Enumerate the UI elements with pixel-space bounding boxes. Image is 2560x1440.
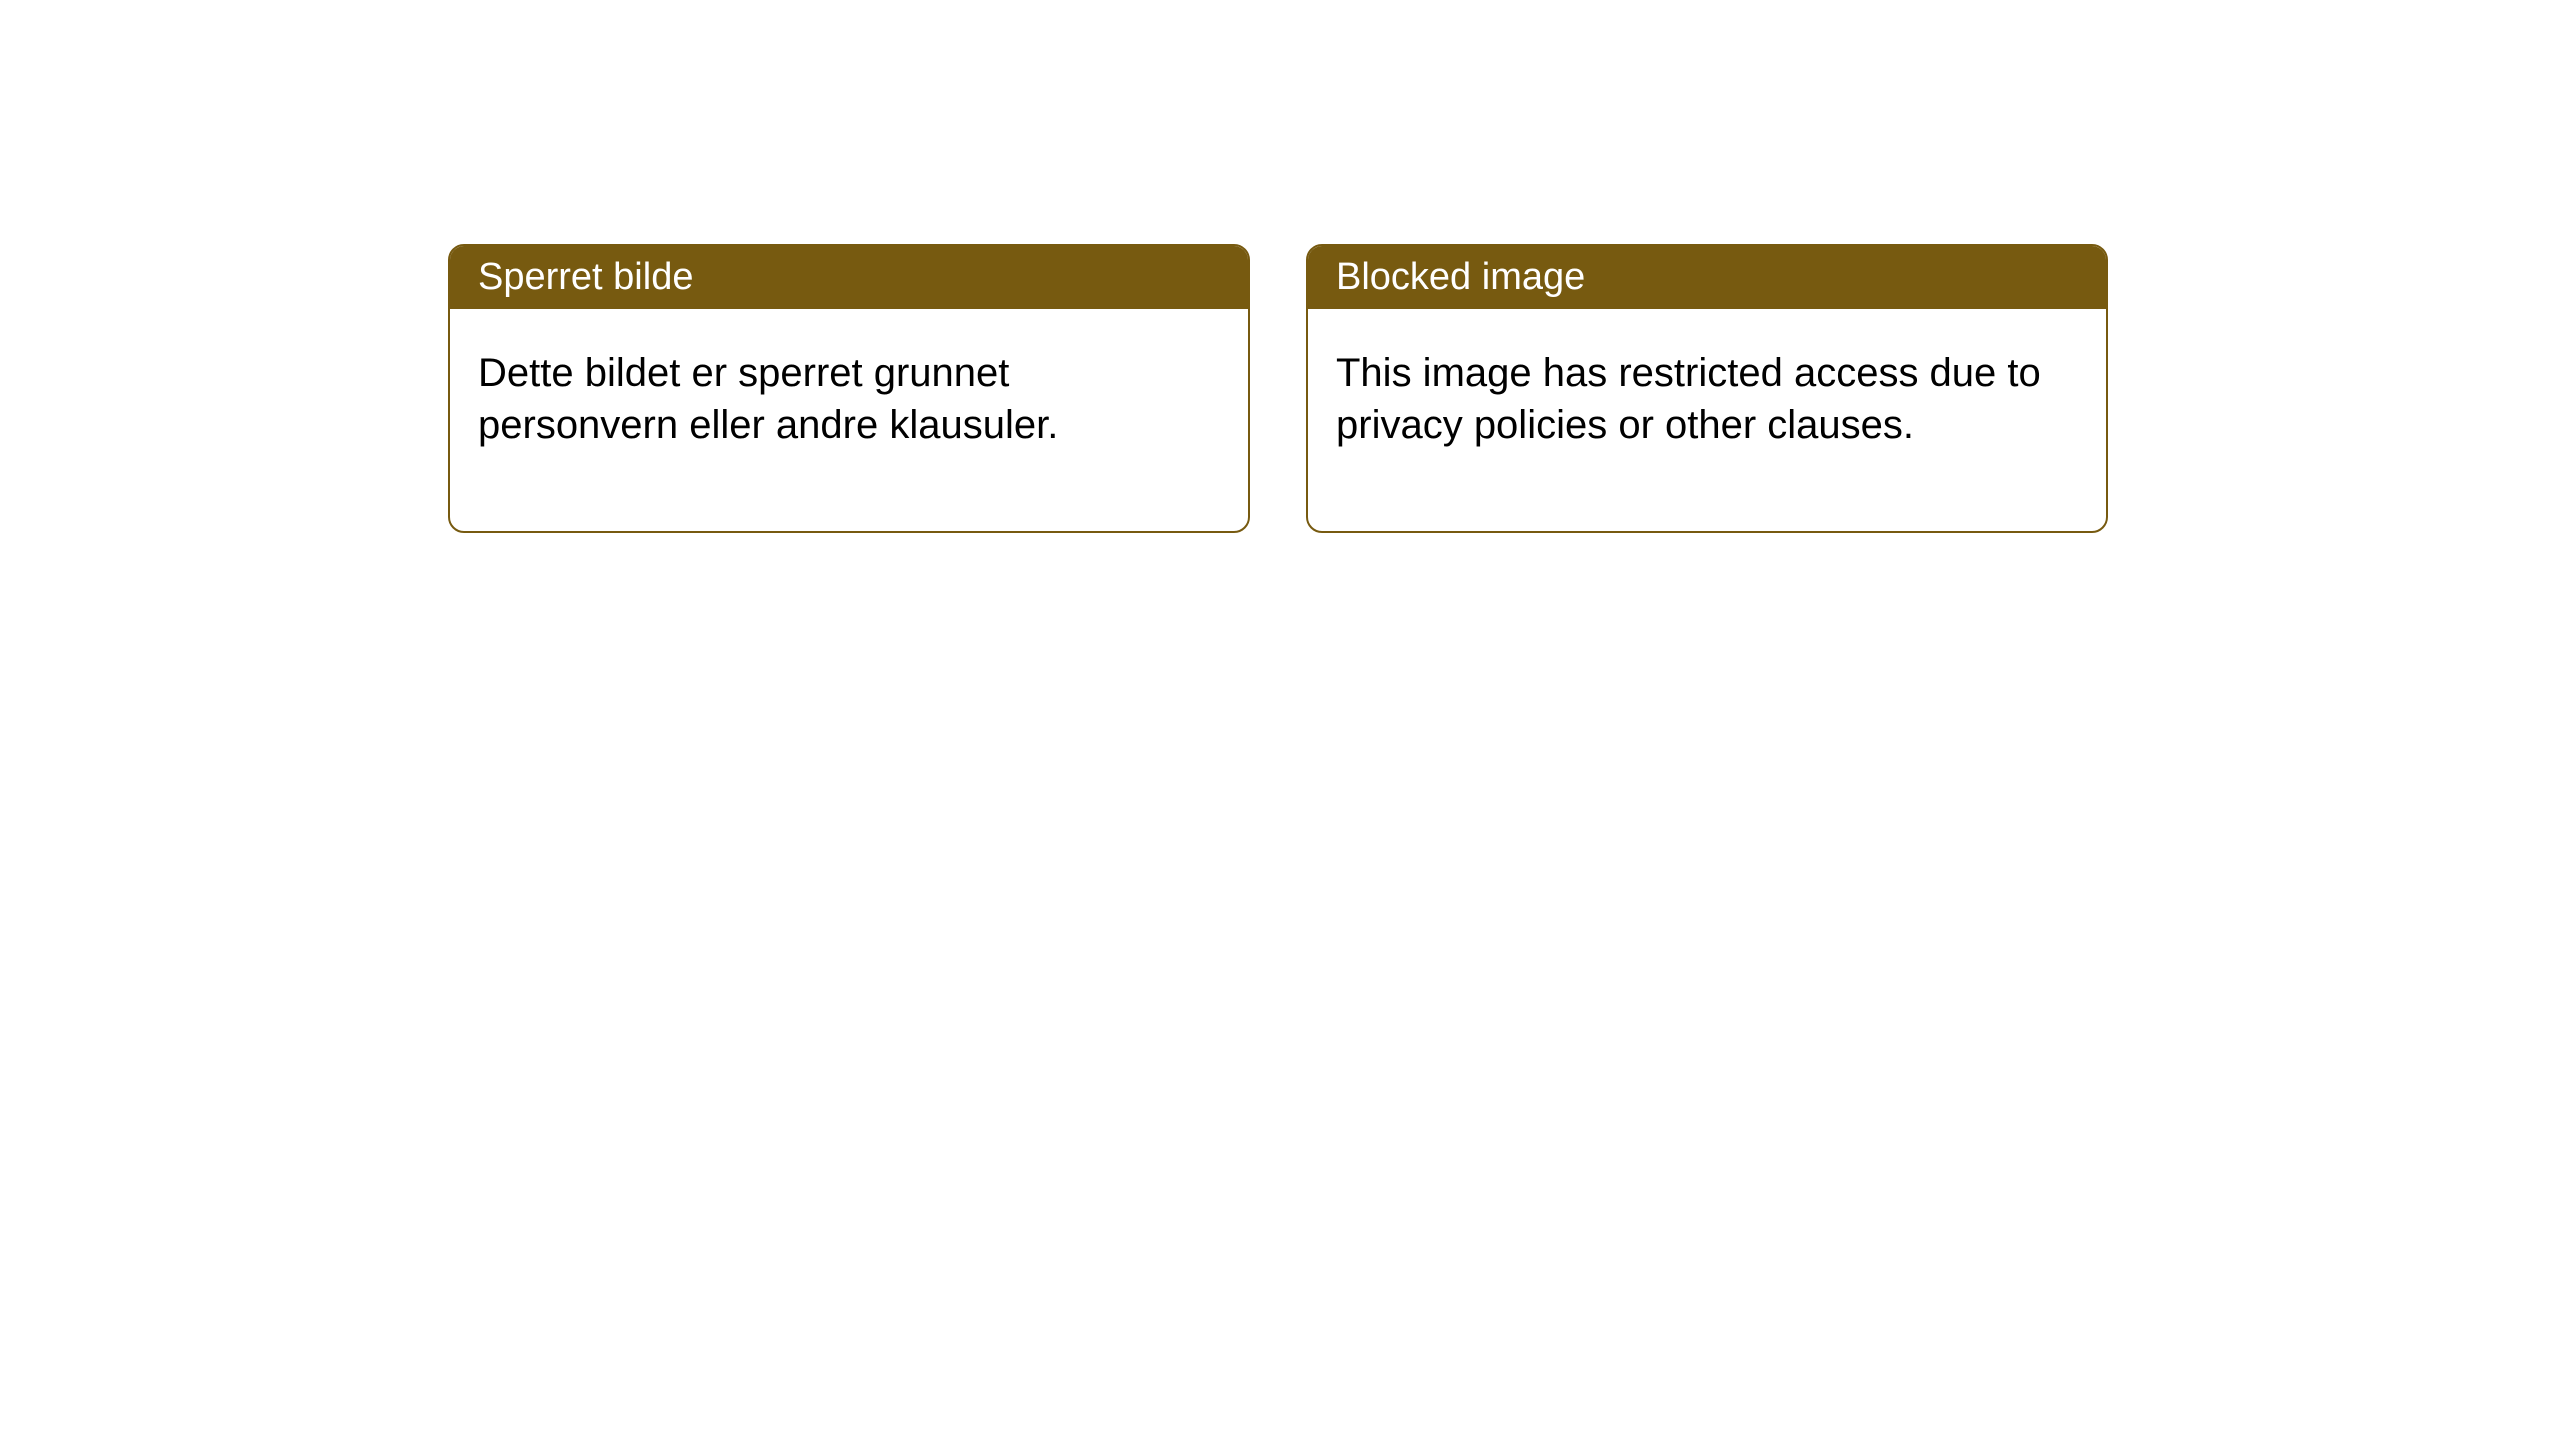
card-body: Dette bildet er sperret grunnet personve… — [450, 309, 1248, 531]
card-body-text: This image has restricted access due to … — [1336, 351, 2041, 447]
card-title: Blocked image — [1336, 256, 1585, 298]
card-header: Sperret bilde — [450, 246, 1248, 309]
card-header: Blocked image — [1308, 246, 2106, 309]
card-title: Sperret bilde — [478, 256, 693, 298]
card-body-text: Dette bildet er sperret grunnet personve… — [478, 351, 1058, 447]
card-body: This image has restricted access due to … — [1308, 309, 2106, 531]
notice-card-english: Blocked image This image has restricted … — [1306, 244, 2108, 533]
notice-card-container: Sperret bilde Dette bildet er sperret gr… — [448, 244, 2108, 533]
notice-card-norwegian: Sperret bilde Dette bildet er sperret gr… — [448, 244, 1250, 533]
